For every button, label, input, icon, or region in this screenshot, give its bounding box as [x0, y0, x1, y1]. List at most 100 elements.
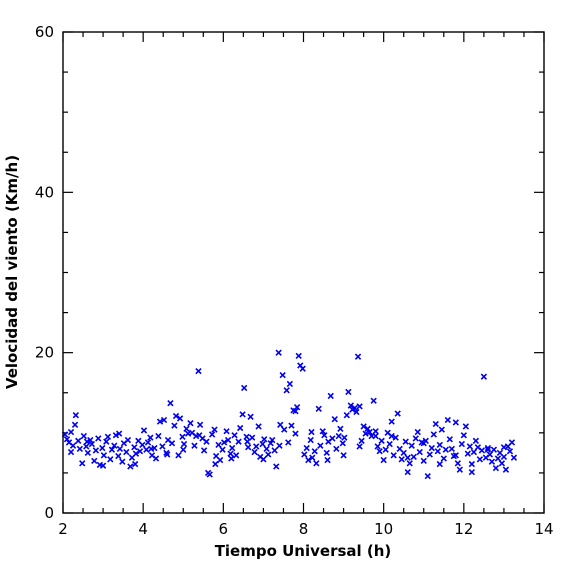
data-point	[228, 455, 235, 462]
data-point	[452, 419, 459, 426]
data-point	[115, 430, 123, 437]
data-point	[303, 444, 310, 452]
data-point	[123, 448, 130, 456]
data-point	[406, 460, 413, 467]
data-point	[286, 380, 294, 388]
data-point	[203, 438, 210, 445]
data-point	[131, 460, 139, 468]
data-point	[372, 432, 379, 440]
data-point	[468, 460, 476, 468]
data-point	[288, 422, 295, 429]
y-axis-label: Velocidad del viento (Km/h)	[3, 155, 21, 389]
y-tick-label: 20	[35, 344, 54, 362]
data-point	[500, 444, 508, 451]
data-point	[232, 452, 240, 459]
data-point	[76, 445, 84, 453]
data-point	[347, 402, 354, 409]
data-point	[468, 468, 476, 476]
data-point	[223, 428, 230, 435]
x-tick-labels: 2 4 6 8 10 12 14	[58, 520, 553, 538]
data-point	[228, 444, 236, 452]
data-point	[237, 424, 244, 432]
data-point	[456, 466, 463, 473]
data-point	[99, 462, 107, 469]
data-point	[356, 403, 363, 410]
data-point	[275, 349, 282, 356]
data-point	[119, 458, 126, 465]
data-point	[317, 442, 324, 449]
data-point	[212, 460, 219, 468]
data-point	[245, 444, 252, 451]
data-point	[382, 446, 389, 453]
data-point	[466, 443, 474, 450]
data-point	[388, 418, 395, 425]
data-point	[458, 440, 465, 448]
data-point	[195, 367, 202, 375]
data-point	[502, 466, 510, 473]
data-point	[307, 436, 314, 444]
data-point	[112, 432, 120, 439]
data-point	[183, 425, 190, 432]
data-point	[152, 455, 160, 462]
data-point	[75, 437, 82, 445]
data-point	[67, 448, 75, 456]
data-point	[115, 452, 122, 460]
data-point	[104, 433, 112, 441]
data-point	[107, 456, 114, 463]
data-point	[486, 451, 494, 458]
data-point	[239, 411, 246, 418]
data-point	[111, 442, 118, 449]
data-point	[88, 440, 96, 448]
data-point	[321, 432, 328, 439]
data-point	[67, 428, 75, 436]
data-point	[292, 430, 299, 437]
data-point	[366, 428, 373, 436]
data-point	[476, 456, 484, 463]
x-tick-label: 4	[138, 520, 148, 538]
data-point	[263, 445, 270, 453]
data-point	[315, 405, 322, 412]
data-point	[196, 432, 203, 439]
data-point	[87, 436, 94, 444]
data-point	[216, 456, 224, 464]
data-point	[484, 444, 492, 452]
data-point	[354, 353, 362, 360]
data-point	[159, 443, 166, 450]
data-point	[136, 448, 144, 455]
data-points	[61, 349, 518, 480]
data-point	[215, 441, 222, 449]
data-point	[452, 452, 459, 459]
data-point	[273, 463, 280, 470]
data-point	[100, 452, 108, 459]
data-point	[506, 448, 514, 455]
data-point	[167, 400, 174, 407]
data-point	[172, 412, 180, 420]
data-point	[211, 426, 218, 433]
data-point	[404, 468, 411, 476]
data-point	[251, 448, 258, 456]
data-point	[356, 443, 363, 450]
x-tick-label: 10	[374, 520, 393, 538]
data-point	[364, 425, 371, 432]
data-point	[99, 444, 106, 452]
data-point	[394, 410, 401, 417]
data-point	[472, 437, 480, 445]
data-point	[374, 443, 381, 450]
data-point	[309, 454, 316, 461]
data-point	[446, 436, 453, 443]
data-point	[79, 460, 86, 467]
data-point	[340, 452, 347, 459]
data-point	[267, 440, 274, 447]
data-point	[434, 448, 441, 455]
data-point	[103, 438, 110, 445]
data-point	[187, 420, 194, 427]
data-point	[72, 412, 79, 419]
data-point	[454, 460, 461, 467]
data-point	[494, 455, 502, 462]
data-point	[92, 447, 100, 454]
data-point	[292, 408, 299, 415]
data-point	[416, 448, 423, 456]
data-point	[208, 431, 216, 438]
data-point	[508, 439, 516, 446]
x-tick-label: 14	[534, 520, 553, 538]
